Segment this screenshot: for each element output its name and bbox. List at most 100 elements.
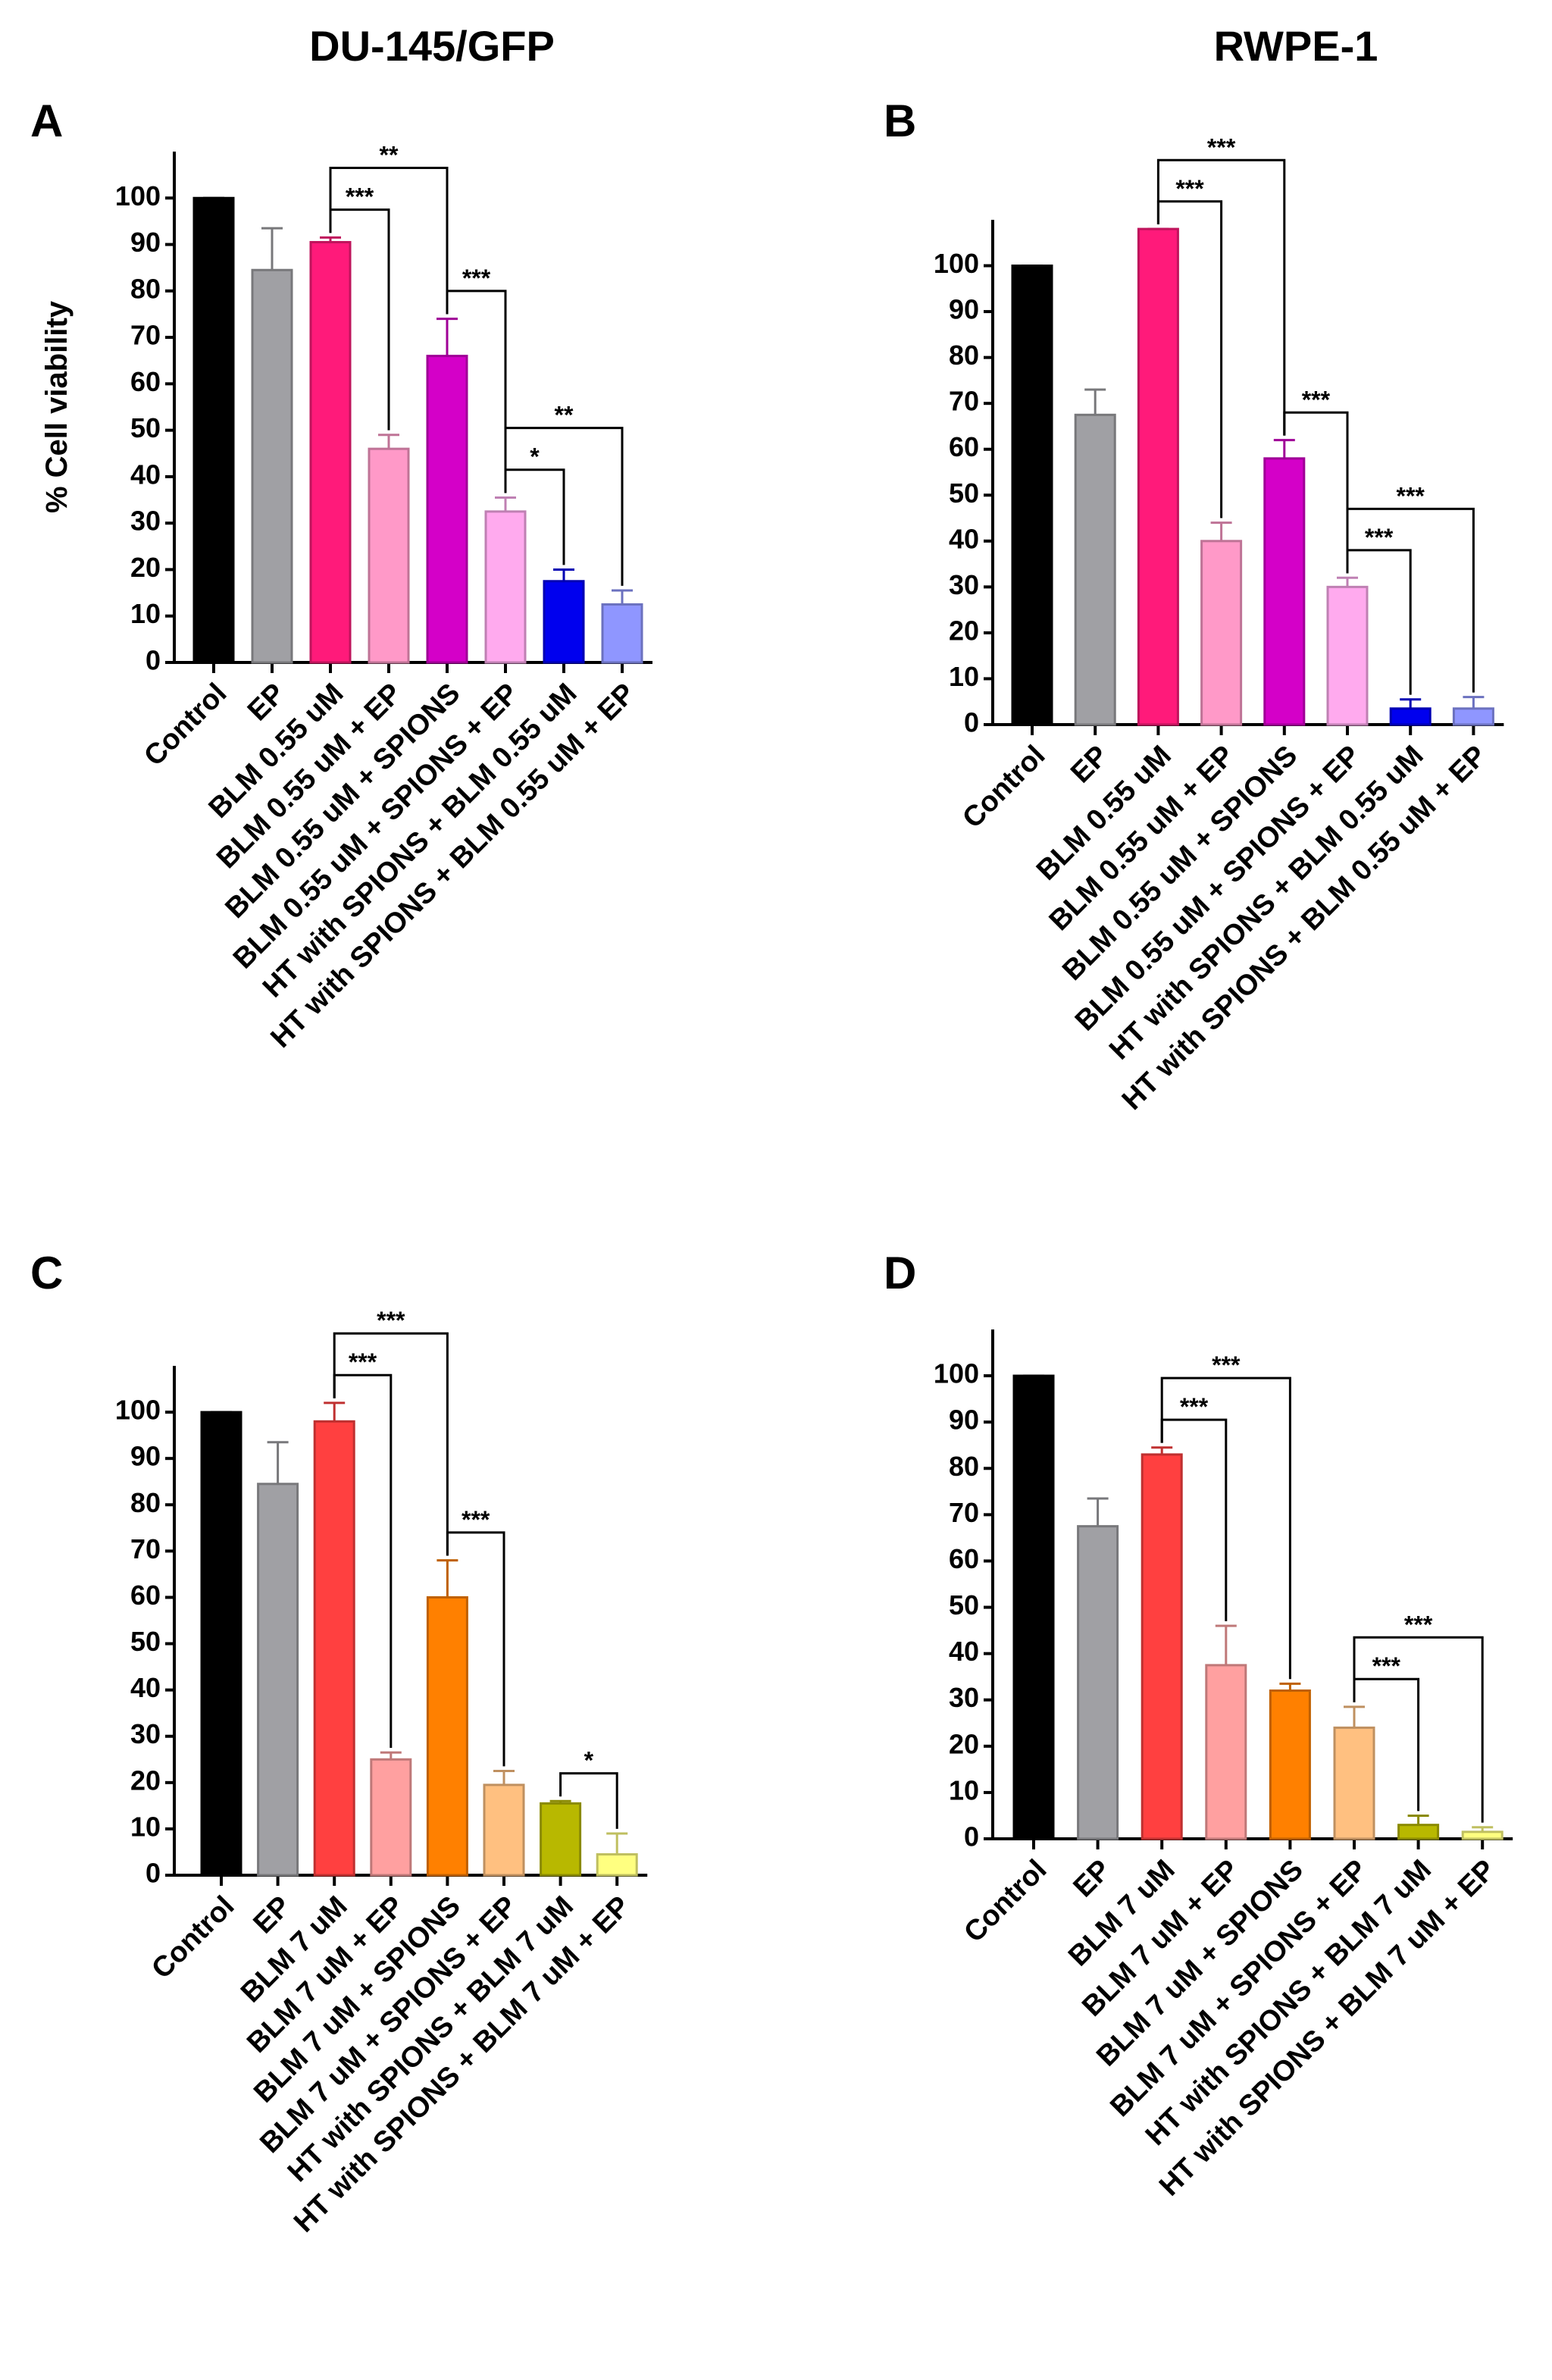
bar — [540, 1802, 582, 1877]
error-bar — [1344, 1705, 1365, 1728]
y-tick-label: 50 — [130, 412, 161, 443]
significance-label: * — [584, 1747, 594, 1774]
bar — [309, 240, 352, 664]
y-axis-label: % Cell viability — [40, 300, 74, 513]
y-tick-label: 100 — [934, 1358, 979, 1389]
y-tick-label: 60 — [949, 431, 979, 462]
bar — [370, 1758, 412, 1877]
error-bar — [320, 236, 341, 243]
bar — [484, 510, 527, 664]
y-tick-label: 100 — [115, 180, 161, 211]
y-tick-label: 80 — [949, 340, 979, 371]
y-tick-label: 60 — [949, 1543, 979, 1574]
significance-label: *** — [1365, 524, 1394, 551]
column-title: DU-145/GFP — [309, 22, 555, 70]
significance-label: ** — [555, 402, 574, 429]
y-tick-label: 90 — [130, 1441, 161, 1472]
significance-bracket — [333, 1332, 449, 1556]
significance-label: *** — [346, 183, 374, 211]
error-bar — [324, 1401, 346, 1422]
y-tick-label: 40 — [949, 1636, 979, 1667]
y-tick-label: 40 — [949, 523, 979, 554]
bar — [1077, 1525, 1119, 1840]
significance-label: *** — [1207, 133, 1236, 161]
x-tick-label: Control — [958, 1854, 1053, 1949]
y-tick-label: 20 — [130, 1765, 161, 1796]
bar — [596, 1853, 638, 1877]
significance-bracket — [329, 166, 449, 315]
error-bar — [436, 1559, 458, 1598]
error-bar — [549, 1799, 571, 1804]
bar — [257, 1483, 299, 1877]
error-bar — [612, 589, 633, 605]
bar — [1012, 1374, 1055, 1840]
bar — [1461, 1830, 1504, 1840]
x-tick-label: EP — [1065, 740, 1115, 790]
column-title: RWPE-1 — [1214, 22, 1378, 70]
significance-label: *** — [462, 1506, 490, 1533]
y-tick-label: 80 — [130, 273, 161, 304]
y-tick-label: 20 — [949, 1728, 979, 1759]
y-tick-label: 20 — [949, 615, 979, 646]
bar — [1141, 1453, 1183, 1840]
y-tick-label: 70 — [130, 1533, 161, 1564]
y-tick-label: 0 — [146, 1858, 161, 1889]
panel-letter: C — [30, 1248, 63, 1298]
bar — [368, 447, 410, 664]
bar — [1011, 265, 1053, 726]
y-tick-label: 10 — [130, 598, 161, 629]
bar — [601, 603, 643, 664]
error-bar — [1084, 388, 1106, 415]
bar — [313, 1420, 355, 1877]
bar — [426, 355, 468, 664]
y-tick-label: 50 — [949, 478, 979, 509]
y-tick-label: 70 — [130, 320, 161, 351]
y-tick-label: 0 — [964, 1821, 979, 1852]
y-tick-label: 90 — [949, 1405, 979, 1436]
significance-label: *** — [1404, 1611, 1433, 1638]
significance-bracket — [1156, 158, 1286, 436]
error-bar — [1215, 1624, 1237, 1665]
x-tick-label: Control — [138, 678, 233, 772]
error-bar — [1273, 439, 1295, 459]
bar — [1333, 1726, 1375, 1840]
bar — [426, 1596, 468, 1877]
error-bar — [267, 1441, 289, 1484]
significance-label: *** — [1175, 175, 1204, 202]
bar — [1263, 457, 1306, 726]
panel-letter: B — [884, 96, 916, 146]
significance-bracket — [559, 1772, 618, 1829]
bar — [192, 196, 235, 664]
significance-label: *** — [1212, 1351, 1241, 1379]
y-tick-label: 80 — [949, 1451, 979, 1482]
y-tick-label: 10 — [949, 661, 979, 692]
x-tick-label: Control — [956, 740, 1051, 835]
bar — [543, 580, 585, 664]
y-tick-label: 0 — [146, 645, 161, 676]
bar — [1205, 1664, 1247, 1840]
y-tick-label: 80 — [130, 1487, 161, 1518]
y-tick-label: 70 — [949, 386, 979, 417]
significance-label: *** — [1397, 482, 1425, 509]
x-tick-label: Control — [146, 1890, 240, 1985]
significance-label: *** — [462, 265, 491, 292]
significance-label: *** — [1372, 1652, 1401, 1680]
bar — [251, 268, 293, 664]
bar — [1397, 1824, 1440, 1840]
y-tick-label: 10 — [130, 1811, 161, 1842]
bar — [1452, 707, 1494, 726]
bar — [1389, 707, 1432, 726]
significance-bracket — [1160, 1376, 1291, 1680]
y-tick-label: 90 — [949, 294, 979, 325]
significance-bracket — [504, 427, 624, 586]
error-bar — [1400, 698, 1422, 709]
bar — [483, 1783, 525, 1877]
bar — [200, 1411, 242, 1877]
error-bar — [495, 496, 516, 512]
y-tick-label: 30 — [949, 569, 979, 600]
significance-label: *** — [349, 1348, 377, 1376]
error-bar — [1087, 1497, 1109, 1527]
y-tick-label: 90 — [130, 227, 161, 258]
error-bar — [1407, 1814, 1429, 1825]
